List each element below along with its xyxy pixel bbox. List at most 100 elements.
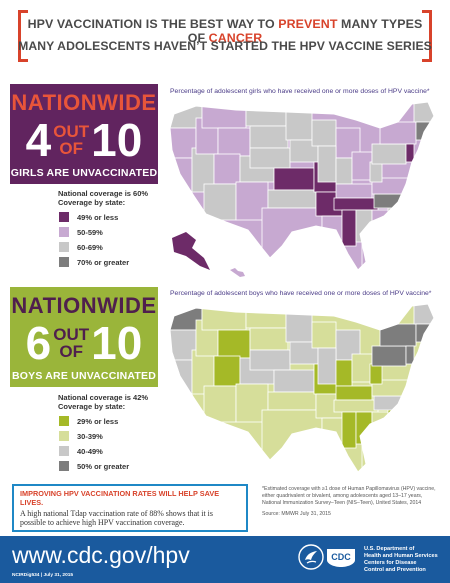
boys-state-oh xyxy=(351,353,373,383)
boys-state-fl xyxy=(361,441,393,472)
boys-state-ky xyxy=(335,385,373,401)
banner-subheadline: MANY ADOLESCENTS HAVEN’T STARTED THE HPV… xyxy=(18,39,432,53)
legend-swatch xyxy=(58,460,70,472)
girls-state-pa xyxy=(371,143,407,165)
girls-legend: National coverage is 60% Coverage by sta… xyxy=(58,189,178,270)
department-text: U.S. Department of Health and Human Serv… xyxy=(364,546,438,573)
girls-state-nd xyxy=(245,105,287,127)
girls-map-title: Percentage of adolescent girls who have … xyxy=(170,88,430,95)
girls-state-wv xyxy=(369,161,383,183)
boys-state-il xyxy=(317,347,337,385)
girls-state-tn xyxy=(333,197,379,211)
girls-state-tx xyxy=(261,207,323,270)
legend-swatch xyxy=(58,226,70,238)
boys-state-mn xyxy=(285,311,313,343)
girls-ratio-total: 10 xyxy=(91,114,143,166)
boys-legend: National coverage is 42% Coverage by sta… xyxy=(58,393,178,474)
boys-ratio: 6 OUT OF 10 xyxy=(10,317,158,369)
boys-coverage-by-state: Coverage by state: xyxy=(58,402,126,411)
highlight-prevent: PREVENT xyxy=(278,17,338,31)
cdc-hpv-link[interactable]: www.cdc.gov/hpv xyxy=(12,542,190,568)
boys-legend-item: 50% or greater xyxy=(58,459,178,473)
girls-state-hi xyxy=(230,268,245,277)
boys-stat-box: NATIONWIDE 6 OUT OF 10 BOYS ARE UNVACCIN… xyxy=(10,287,158,387)
girls-coverage-map xyxy=(169,101,435,277)
boys-caption: BOYS ARE UNVACCINATED xyxy=(11,370,156,382)
girls-state-oh xyxy=(351,151,373,181)
girls-state-ak xyxy=(172,232,210,270)
boys-map-title: Percentage of adolescent boys who have r… xyxy=(170,290,432,297)
boys-state-ne-region xyxy=(415,323,433,343)
banner-bracket-left xyxy=(18,10,28,62)
boys-state-sd xyxy=(249,327,289,351)
banner-headline: HPV VACCINATION IS THE BEST WAY TO PREVE… xyxy=(27,17,423,45)
girls-nationwide: NATIONWIDE xyxy=(11,90,157,115)
girls-state-al xyxy=(355,209,373,243)
girls-ratio: 4 OUT OF 10 xyxy=(10,114,158,166)
girls-state-il xyxy=(317,145,337,183)
boys-state-wi xyxy=(311,321,337,349)
girls-state-ne xyxy=(249,147,291,169)
legend-swatch xyxy=(58,256,70,268)
footnote-source: Source: MMWR July 31, 2015 xyxy=(262,511,331,517)
girls-state-az xyxy=(203,183,237,221)
girls-state-in xyxy=(335,157,353,185)
girls-state-wi xyxy=(311,119,337,147)
boys-state-in xyxy=(335,359,353,387)
legend-swatch xyxy=(58,211,70,223)
cdc-logo-icon: CDC xyxy=(327,549,355,567)
boys-ratio-of: OF xyxy=(59,342,84,361)
girls-state-ut xyxy=(213,153,241,185)
girls-ratio-num: 4 xyxy=(25,114,52,166)
legend-swatch xyxy=(58,430,70,442)
boys-state-nj xyxy=(405,345,415,365)
girls-legend-item: 70% or greater xyxy=(58,255,178,269)
boys-state-pa xyxy=(371,345,407,367)
boys-state-tn xyxy=(333,399,379,413)
girls-state-sd xyxy=(249,125,289,149)
girls-caption: GIRLS ARE UNVACCINATED xyxy=(10,167,158,179)
boys-state-ks xyxy=(273,369,315,393)
legend-swatch xyxy=(58,241,70,253)
banner-bracket-right xyxy=(422,10,432,62)
boys-coverage-map xyxy=(169,303,435,473)
boys-state-ne xyxy=(249,349,291,371)
boys-state-mt xyxy=(201,304,247,331)
boys-legend-item: 30-39% xyxy=(58,429,178,443)
boys-nationwide: NATIONWIDE xyxy=(11,293,157,318)
girls-stat-box: NATIONWIDE 4 OUT OF 10 GIRLS ARE UNVACCI… xyxy=(10,84,158,184)
footer-bar: www.cdc.gov/hpv NCIRDig534 | July 31, 20… xyxy=(0,536,450,583)
footnote-text: *Estimated coverage with ≥1 dose of Huma… xyxy=(262,486,436,506)
boys-legend-item: 29% or less xyxy=(58,414,178,428)
boys-ratio-out: OUT xyxy=(53,325,90,344)
publication-code: NCIRDig534 | July 31, 2015 xyxy=(12,573,74,578)
boys-state-nd xyxy=(245,307,287,329)
boys-state-wv xyxy=(369,363,383,385)
cta-body: A high national Tdap vaccination rate of… xyxy=(20,509,213,527)
girls-legend-item: 60-69% xyxy=(58,240,178,254)
boys-state-al xyxy=(355,411,373,445)
cta-headline: IMPROVING HPV VACCINATION RATES WILL HEL… xyxy=(20,489,220,507)
girls-state-ga xyxy=(371,209,391,241)
girls-state-fl xyxy=(361,239,393,270)
header-banner: HPV VACCINATION IS THE BEST WAY TO PREVE… xyxy=(18,10,432,62)
boys-state-ny xyxy=(379,323,417,347)
cdc-logo-text: CDC xyxy=(331,552,351,562)
girls-state-ks xyxy=(273,167,315,191)
girls-state-mn xyxy=(285,109,313,141)
boys-state-ok xyxy=(267,391,317,411)
cta-box: IMPROVING HPV VACCINATION RATES WILL HEL… xyxy=(12,484,248,532)
legend-swatch xyxy=(58,445,70,457)
girls-coverage-by-state: Coverage by state: xyxy=(58,198,126,207)
girls-state-ok xyxy=(267,189,317,209)
boys-state-ms xyxy=(341,411,357,449)
girls-state-ne-region xyxy=(415,121,433,141)
boys-legend-item: 40-49% xyxy=(58,444,178,458)
footnote: *Estimated coverage with ≥1 dose of Huma… xyxy=(262,486,442,518)
girls-state-ms xyxy=(341,209,357,247)
boys-state-ut xyxy=(213,355,241,387)
boys-ratio-total: 10 xyxy=(91,317,143,369)
girls-state-mt xyxy=(201,102,247,129)
girls-state-nj xyxy=(405,143,415,163)
girls-state-wy xyxy=(217,127,251,157)
